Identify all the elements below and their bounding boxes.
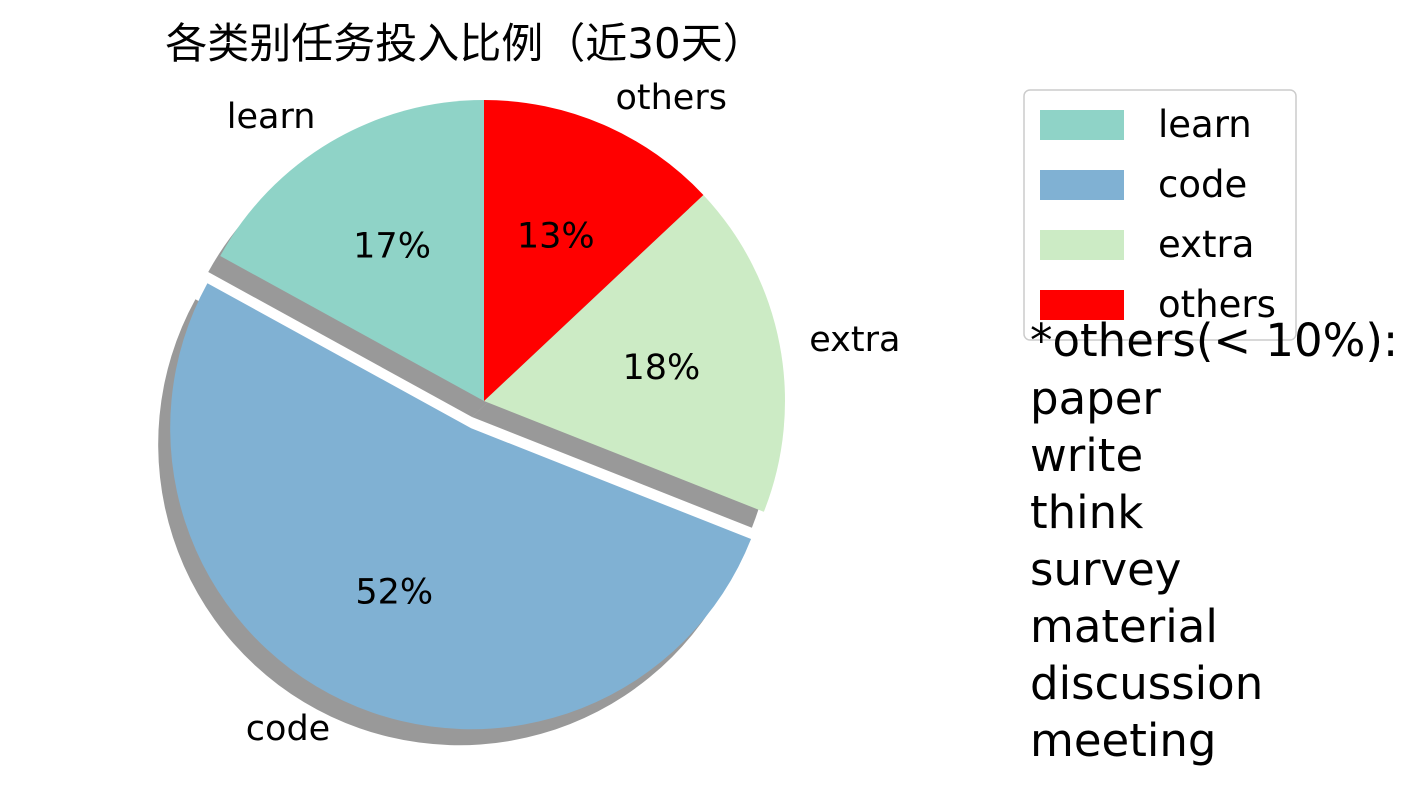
note-title: *others(< 10%): [1030, 314, 1398, 367]
note-item-discussion: discussion [1030, 657, 1263, 710]
legend-label-others: others [1158, 283, 1276, 326]
slice-extra [484, 194, 785, 512]
legend-label-extra: extra [1158, 223, 1254, 266]
note-item-paper: paper [1030, 372, 1161, 425]
legend-swatch-others [1040, 290, 1124, 320]
legend-label-learn: learn [1158, 103, 1252, 146]
pct-label-extra: 18% [623, 348, 701, 388]
legend-swatch-code [1040, 170, 1124, 200]
slice-others [484, 100, 704, 401]
pct-label-code: 52% [355, 573, 433, 613]
legend: learn code extra others [1023, 89, 1297, 341]
note-item-write: write [1030, 429, 1143, 482]
category-label-code: code [246, 709, 330, 749]
legend-frame [1023, 89, 1297, 341]
pie-labels: 17% learn 52% code 18% extra 13% others [227, 78, 901, 749]
note-item-material: material [1030, 600, 1218, 653]
pct-label-others: 13% [517, 216, 595, 256]
category-label-extra: extra [809, 320, 900, 360]
note-item-meeting: meeting [1030, 714, 1216, 767]
legend-swatch-learn [1040, 110, 1124, 140]
chart-title: 各类别任务投入比例（近30天） [165, 19, 764, 68]
category-label-learn: learn [227, 97, 316, 137]
legend-swatch-extra [1040, 230, 1124, 260]
slice-learn [220, 100, 484, 401]
note-item-think: think [1030, 486, 1143, 539]
others-note: *others(< 10%):paperwritethinksurveymate… [1030, 314, 1398, 767]
category-label-others: others [615, 78, 726, 118]
slice-code [170, 283, 752, 730]
legend-label-code: code [1158, 163, 1247, 206]
pct-label-learn: 17% [353, 227, 431, 267]
pie-slices [170, 100, 785, 730]
note-item-survey: survey [1030, 543, 1181, 596]
